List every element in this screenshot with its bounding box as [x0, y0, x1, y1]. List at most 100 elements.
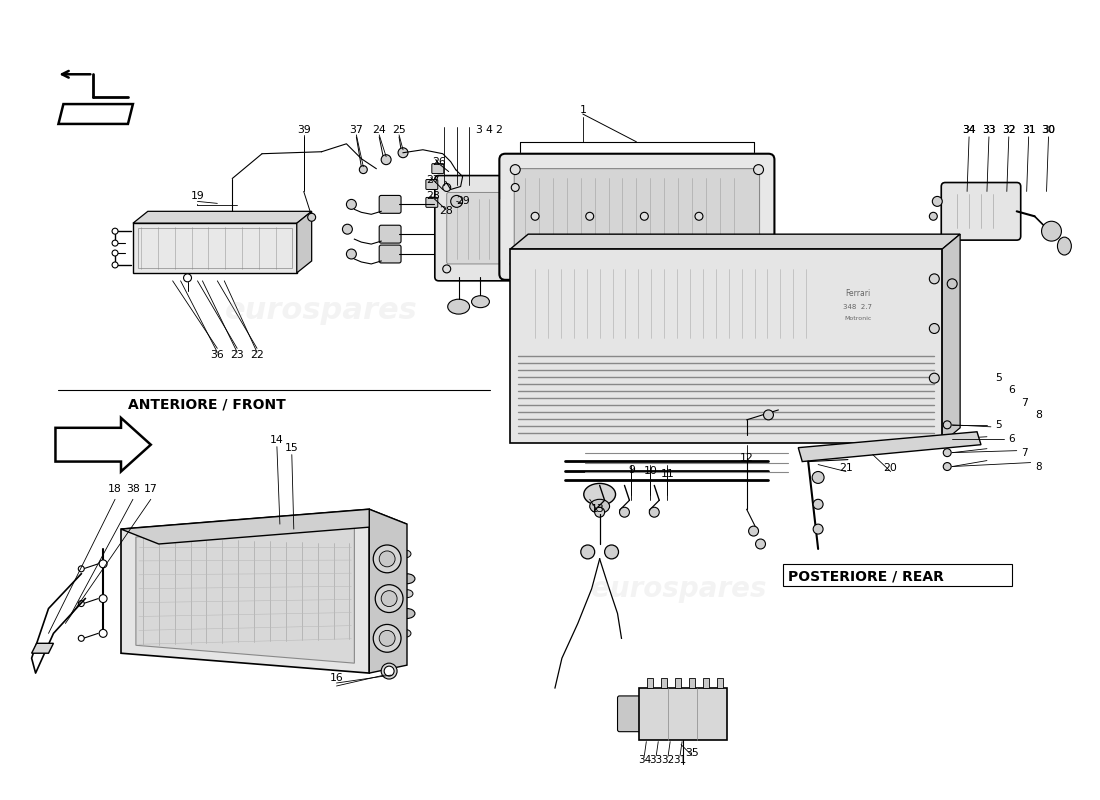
Text: 21: 21	[839, 462, 853, 473]
Circle shape	[510, 165, 520, 174]
Circle shape	[512, 183, 519, 191]
Text: Motronic: Motronic	[844, 316, 871, 321]
Ellipse shape	[399, 550, 411, 558]
Circle shape	[649, 507, 659, 517]
Text: 11: 11	[660, 470, 674, 479]
Text: 38: 38	[126, 484, 140, 494]
Ellipse shape	[399, 630, 411, 638]
Polygon shape	[799, 432, 981, 462]
Bar	[661, 678, 668, 688]
Text: eurospares: eurospares	[592, 574, 767, 602]
Circle shape	[944, 421, 952, 429]
Circle shape	[382, 154, 392, 165]
Polygon shape	[32, 643, 54, 654]
Circle shape	[442, 183, 451, 191]
Polygon shape	[510, 234, 960, 249]
Bar	[717, 678, 723, 688]
Circle shape	[451, 195, 463, 207]
Circle shape	[930, 274, 939, 284]
FancyBboxPatch shape	[379, 245, 401, 263]
FancyBboxPatch shape	[499, 154, 774, 280]
Text: 36: 36	[210, 350, 224, 360]
Ellipse shape	[584, 483, 616, 506]
FancyBboxPatch shape	[379, 195, 401, 214]
Circle shape	[112, 262, 118, 268]
Text: 33: 33	[982, 125, 996, 135]
Text: 13: 13	[591, 504, 605, 514]
Circle shape	[1042, 222, 1062, 241]
Ellipse shape	[448, 299, 470, 314]
Polygon shape	[136, 519, 354, 663]
Circle shape	[99, 630, 107, 638]
Circle shape	[373, 545, 402, 573]
Circle shape	[112, 240, 118, 246]
FancyBboxPatch shape	[447, 193, 515, 264]
Ellipse shape	[399, 574, 415, 584]
Bar	[647, 678, 653, 688]
Circle shape	[184, 274, 191, 282]
Circle shape	[944, 449, 952, 457]
Bar	[703, 678, 708, 688]
Text: 4: 4	[485, 125, 492, 135]
Circle shape	[384, 666, 394, 676]
Polygon shape	[510, 249, 943, 442]
FancyBboxPatch shape	[426, 198, 438, 207]
Circle shape	[510, 259, 520, 269]
Text: 18: 18	[108, 484, 122, 494]
FancyBboxPatch shape	[942, 182, 1021, 240]
Text: 20: 20	[883, 462, 898, 473]
Text: 12: 12	[739, 453, 754, 462]
Text: 30: 30	[1042, 125, 1055, 135]
Text: 14: 14	[270, 434, 284, 445]
Circle shape	[930, 212, 937, 220]
Circle shape	[342, 224, 352, 234]
Text: ANTERIORE / FRONT: ANTERIORE / FRONT	[128, 398, 286, 412]
Text: 7: 7	[1022, 448, 1028, 458]
Circle shape	[813, 524, 823, 534]
Text: 19: 19	[190, 191, 205, 202]
Text: 34: 34	[962, 125, 976, 135]
Text: 25: 25	[393, 125, 406, 135]
Circle shape	[756, 539, 766, 549]
Text: 33: 33	[982, 125, 996, 135]
Circle shape	[308, 214, 316, 222]
Circle shape	[382, 590, 397, 606]
Ellipse shape	[590, 499, 609, 514]
Circle shape	[373, 625, 402, 652]
FancyBboxPatch shape	[515, 169, 759, 265]
Text: eurospares: eurospares	[226, 296, 418, 325]
Text: 26: 26	[432, 157, 446, 166]
Text: 8: 8	[1035, 462, 1042, 471]
Circle shape	[379, 551, 395, 567]
Circle shape	[581, 545, 595, 559]
Circle shape	[640, 212, 648, 220]
Text: 31: 31	[673, 755, 686, 766]
Polygon shape	[943, 234, 960, 442]
Text: 34: 34	[962, 125, 976, 135]
Circle shape	[379, 630, 395, 646]
Circle shape	[512, 265, 519, 273]
Circle shape	[754, 259, 763, 269]
Circle shape	[531, 212, 539, 220]
Text: 22: 22	[250, 350, 264, 360]
Circle shape	[586, 212, 594, 220]
Text: 31: 31	[1022, 125, 1035, 135]
Circle shape	[754, 165, 763, 174]
Circle shape	[695, 212, 703, 220]
Text: 6: 6	[1009, 434, 1015, 444]
Text: Ferrari: Ferrari	[845, 290, 870, 298]
Circle shape	[605, 545, 618, 559]
FancyBboxPatch shape	[617, 696, 641, 732]
Circle shape	[112, 250, 118, 256]
Text: 37: 37	[350, 125, 363, 135]
Circle shape	[382, 663, 397, 679]
Polygon shape	[55, 418, 151, 471]
Text: 23: 23	[230, 350, 244, 360]
Circle shape	[99, 594, 107, 602]
Text: 30: 30	[1042, 125, 1056, 135]
Text: 32: 32	[1002, 125, 1015, 135]
Circle shape	[398, 148, 408, 158]
Text: 39: 39	[297, 125, 310, 135]
Circle shape	[619, 507, 629, 517]
FancyBboxPatch shape	[426, 179, 438, 190]
